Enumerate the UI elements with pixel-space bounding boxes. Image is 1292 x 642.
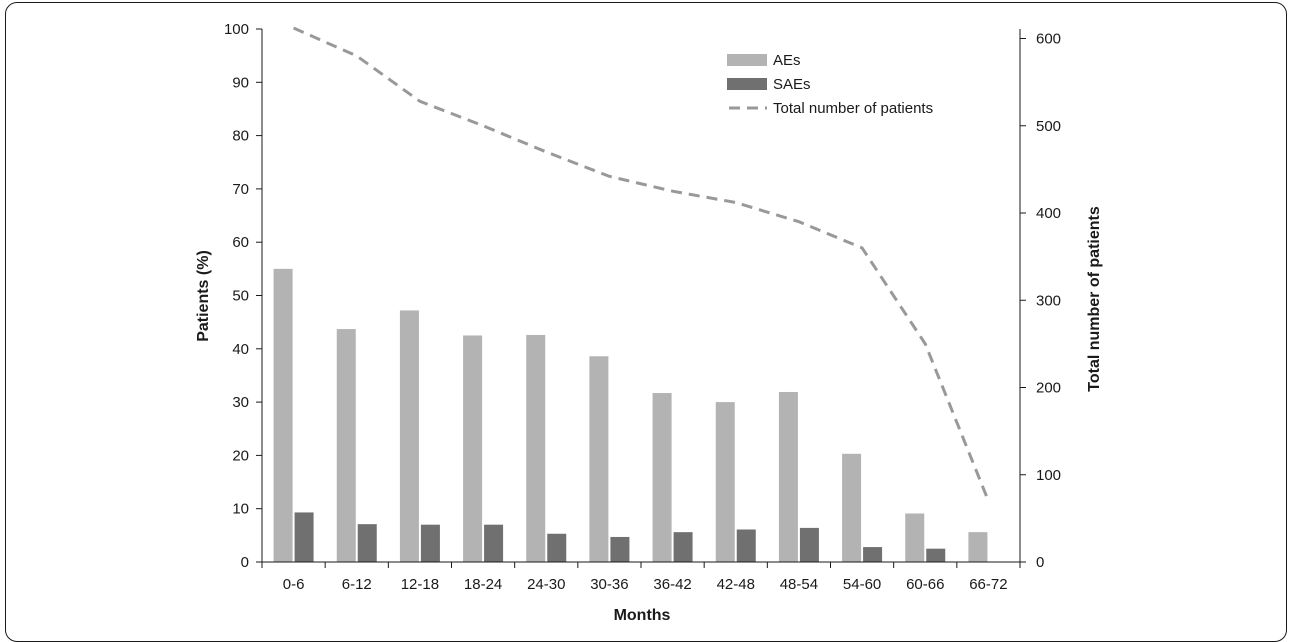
bar-saes-42-48 [736, 529, 756, 562]
legend: AEs SAEs Total number of patients [727, 52, 933, 117]
y-tick-label-30: 30 [232, 394, 249, 411]
y-tick-label-0: 0 [241, 554, 249, 571]
bar-aes-24-30 [526, 334, 546, 562]
bar-aes-36-42 [652, 393, 672, 562]
x-tick-label-60-66: 60-66 [906, 576, 944, 593]
y-tick-label-50: 50 [232, 288, 249, 305]
bar-saes-24-30 [547, 533, 567, 562]
legend-swatch-saes [727, 78, 767, 90]
x-tick-label-6-12: 6-12 [342, 576, 372, 593]
axes-layer: 0 10 20 30 40 50 60 70 80 90 100 0 100 200 300 400 500 60… [224, 21, 1061, 593]
bar-saes-12-18 [420, 524, 440, 562]
bar-saes-54-60 [863, 547, 883, 562]
legend-label-total-number-of-patients: Total number of patients [773, 100, 933, 117]
y2-axis-title: Total number of patients [1086, 206, 1103, 392]
x-tick-label-30-36: 30-36 [590, 576, 628, 593]
bar-saes-60-66 [926, 548, 946, 562]
bar-saes-18-24 [484, 524, 504, 562]
x-tick-label-48-54: 48-54 [780, 576, 818, 593]
y2-tick-label-400: 400 [1036, 205, 1061, 222]
legend-label-aes: AEs [773, 52, 801, 69]
y-axis-title: Patients (%) [195, 250, 212, 342]
bar-saes-48-54 [799, 527, 819, 562]
x-tick-label-12-18: 12-18 [401, 576, 439, 593]
y2-tick-label-500: 500 [1036, 118, 1061, 135]
bars-layer [273, 268, 988, 562]
bar-aes-60-66 [905, 513, 925, 562]
y2-tick-label-300: 300 [1036, 292, 1061, 309]
y2-tick-label-600: 600 [1036, 31, 1061, 48]
y-tick-label-10: 10 [232, 501, 249, 518]
bar-aes-66-72 [968, 532, 988, 562]
y2-tick-label-200: 200 [1036, 380, 1061, 397]
x-axis-title: Months [614, 607, 671, 623]
y-tick-label-80: 80 [232, 128, 249, 145]
bar-saes-6-12 [357, 524, 377, 562]
y2-tick-label-100: 100 [1036, 467, 1061, 484]
x-tick-label-24-30: 24-30 [527, 576, 565, 593]
bar-aes-12-18 [399, 310, 419, 562]
bar-aes-30-36 [589, 356, 609, 562]
bar-saes-0-6 [294, 512, 314, 562]
bar-saes-30-36 [610, 536, 630, 562]
legend-swatch-aes [727, 54, 767, 66]
x-tick-label-0-6: 0-6 [283, 576, 305, 593]
line-layer [292, 26, 990, 502]
bar-aes-54-60 [842, 453, 862, 562]
x-tick-label-42-48: 42-48 [717, 576, 755, 593]
y-tick-label-20: 20 [232, 447, 249, 464]
bar-aes-18-24 [463, 335, 483, 562]
bar-aes-6-12 [336, 329, 356, 562]
x-tick-label-18-24: 18-24 [464, 576, 502, 593]
chart: 0 10 20 30 40 50 60 70 80 90 100 0 100 200 300 400 500 60… [195, 21, 1103, 623]
legend-label-saes: SAEs [773, 76, 811, 93]
bar-aes-48-54 [778, 391, 798, 562]
y-tick-label-90: 90 [232, 74, 249, 91]
x-tick-label-54-60: 54-60 [843, 576, 881, 593]
y2-tick-label-0: 0 [1036, 554, 1044, 571]
bar-aes-42-48 [715, 402, 735, 562]
y-tick-label-100: 100 [224, 21, 249, 38]
bar-aes-0-6 [273, 268, 293, 562]
x-tick-label-66-72: 66-72 [969, 576, 1007, 593]
y-tick-label-40: 40 [232, 341, 249, 358]
bar-saes-36-42 [673, 532, 693, 562]
y-tick-label-60: 60 [232, 234, 249, 251]
y-tick-label-70: 70 [232, 181, 249, 198]
x-tick-label-36-42: 36-42 [653, 576, 691, 593]
line-total-number-of-patients [292, 26, 990, 502]
